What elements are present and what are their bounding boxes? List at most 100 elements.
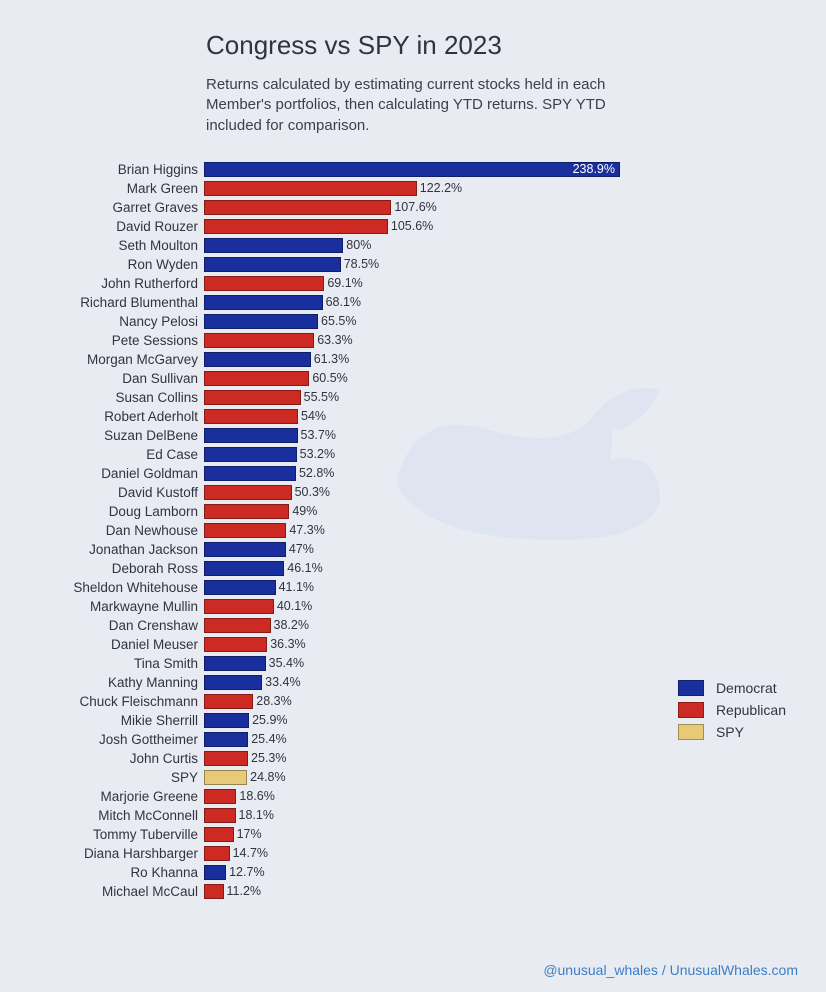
bar-row: Ed Case53.2% (36, 445, 790, 464)
y-axis-label: Josh Gottheimer (36, 732, 204, 747)
bar-row: Brian Higgins238.9% (36, 160, 790, 179)
bar-row: Mikie Sherrill25.9% (36, 711, 790, 730)
bar-track: 25.3% (204, 751, 620, 766)
bar-row: SPY24.8% (36, 768, 790, 787)
bar-value-label: 35.4% (269, 656, 304, 670)
bar-value-label: 61.3% (314, 352, 349, 366)
bar-value-label: 54% (301, 409, 326, 423)
bar-value-label: 78.5% (344, 257, 379, 271)
bar: 238.9% (204, 162, 620, 177)
y-axis-label: Deborah Ross (36, 561, 204, 576)
y-axis-label: Ron Wyden (36, 257, 204, 272)
bar-value-label: 49% (292, 504, 317, 518)
chart-subtitle: Returns calculated by estimating current… (206, 75, 640, 136)
bar-track: 78.5% (204, 257, 620, 272)
bar-track: 25.4% (204, 732, 620, 747)
chart-title: Congress vs SPY in 2023 (206, 30, 790, 61)
bar-track: 80% (204, 238, 620, 253)
y-axis-label: Susan Collins (36, 390, 204, 405)
y-axis-label: SPY (36, 770, 204, 785)
bar: 38.2% (204, 618, 271, 633)
bar-track: 17% (204, 827, 620, 842)
bar-track: 47% (204, 542, 620, 557)
bar-value-label: 122.2% (420, 181, 462, 195)
y-axis-label: Dan Newhouse (36, 523, 204, 538)
y-axis-label: Mitch McConnell (36, 808, 204, 823)
bar-track: 65.5% (204, 314, 620, 329)
bar-track: 46.1% (204, 561, 620, 576)
bar-value-label: 47.3% (289, 523, 324, 537)
bar-row: Dan Newhouse47.3% (36, 521, 790, 540)
bar: 24.8% (204, 770, 247, 785)
bar: 63.3% (204, 333, 314, 348)
bar-track: 52.8% (204, 466, 620, 481)
bar-value-label: 40.1% (277, 599, 312, 613)
bar-row: Susan Collins55.5% (36, 388, 790, 407)
bar: 107.6% (204, 200, 391, 215)
y-axis-label: David Kustoff (36, 485, 204, 500)
y-axis-label: Doug Lamborn (36, 504, 204, 519)
bar-row: Nancy Pelosi65.5% (36, 312, 790, 331)
bar-track: 105.6% (204, 219, 620, 234)
bar: 12.7% (204, 865, 226, 880)
bar-value-label: 18.6% (239, 789, 274, 803)
bar-value-label: 60.5% (312, 371, 347, 385)
bar-track: 69.1% (204, 276, 620, 291)
bar-track: 68.1% (204, 295, 620, 310)
bar-value-label: 36.3% (270, 637, 305, 651)
bar-track: 122.2% (204, 181, 620, 196)
y-axis-label: Nancy Pelosi (36, 314, 204, 329)
bar-row: Markwayne Mullin 40.1% (36, 597, 790, 616)
y-axis-label: Morgan McGarvey (36, 352, 204, 367)
bar-track: 47.3% (204, 523, 620, 538)
bar-row: Doug Lamborn 49% (36, 502, 790, 521)
bar-row: David Rouzer105.6% (36, 217, 790, 236)
bar-track: 238.9% (204, 162, 620, 177)
bar-value-label: 63.3% (317, 333, 352, 347)
bar: 78.5% (204, 257, 341, 272)
y-axis-label: Dan Sullivan (36, 371, 204, 386)
bar: 33.4% (204, 675, 262, 690)
bar-value-label: 80% (346, 238, 371, 252)
bar-value-label: 47% (289, 542, 314, 556)
bar-row: Ro Khanna12.7% (36, 863, 790, 882)
bar-value-label: 11.2% (227, 884, 262, 898)
bar-value-label: 238.9% (573, 162, 615, 176)
bar-row: Robert Aderholt 54% (36, 407, 790, 426)
bar-value-label: 38.2% (274, 618, 309, 632)
y-axis-label: Markwayne Mullin (36, 599, 204, 614)
y-axis-label: Pete Sessions (36, 333, 204, 348)
bar-track: 53.7% (204, 428, 620, 443)
bar: 122.2% (204, 181, 417, 196)
bar-track: 14.7% (204, 846, 620, 861)
bar-row: John Curtis 25.3% (36, 749, 790, 768)
bar: 41.1% (204, 580, 276, 595)
bar: 60.5% (204, 371, 309, 386)
y-axis-label: Robert Aderholt (36, 409, 204, 424)
bar-row: Ron Wyden78.5% (36, 255, 790, 274)
bar: 47.3% (204, 523, 286, 538)
bar-row: Dan Sullivan60.5% (36, 369, 790, 388)
bar-value-label: 25.3% (251, 751, 286, 765)
footer-attribution: @unusual_whales / UnusualWhales.com (543, 962, 798, 978)
legend-swatch (678, 680, 704, 696)
y-axis-label: Michael McCaul (36, 884, 204, 899)
y-axis-label: Marjorie Greene (36, 789, 204, 804)
bar-track: 61.3% (204, 352, 620, 367)
bar: 69.1% (204, 276, 324, 291)
bar-track: 38.2% (204, 618, 620, 633)
bar-value-label: 69.1% (327, 276, 362, 290)
bar: 17% (204, 827, 234, 842)
bar-row: Morgan McGarvey 61.3% (36, 350, 790, 369)
legend-label: Republican (716, 702, 786, 718)
bar-value-label: 68.1% (326, 295, 361, 309)
bar: 50.3% (204, 485, 292, 500)
bar-row: Tommy Tuberville17% (36, 825, 790, 844)
y-axis-label: Ro Khanna (36, 865, 204, 880)
y-axis-label: John Curtis (36, 751, 204, 766)
bar-row: Garret Graves107.6% (36, 198, 790, 217)
bar-track: 11.2% (204, 884, 620, 899)
bar-row: Jonathan Jackson47% (36, 540, 790, 559)
bar: 46.1% (204, 561, 284, 576)
y-axis-label: Ed Case (36, 447, 204, 462)
